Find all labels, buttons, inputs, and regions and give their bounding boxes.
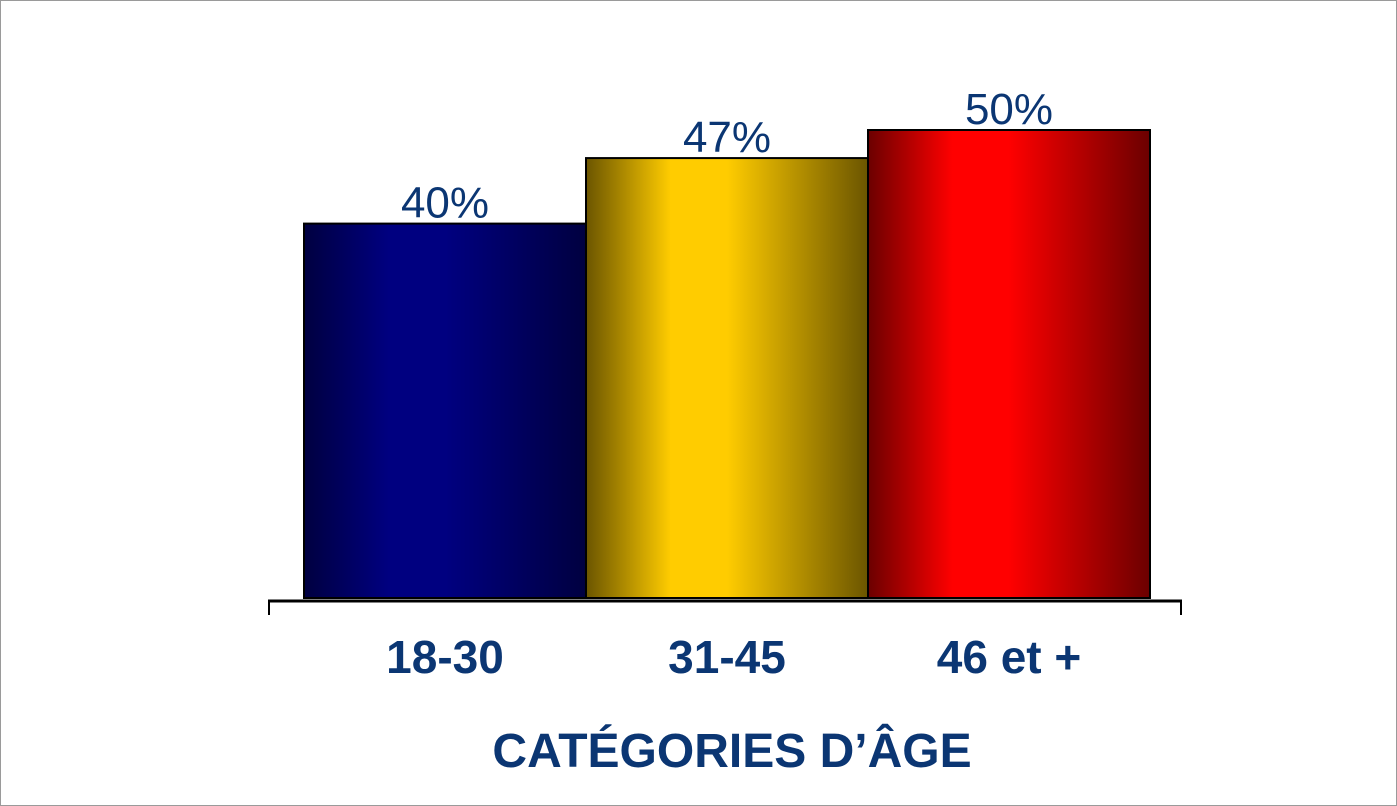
category-labels-group: 18-30 31-45 46 et + [386,631,1081,683]
x-axis [268,599,1182,615]
bars-group [303,129,1151,600]
value-labels-group: 40% 47% 50% [401,85,1053,228]
bar-46-et [867,129,1151,599]
bar-18-30 [303,222,587,599]
category-label: 46 et + [937,631,1082,683]
bar-31-45 [585,157,869,600]
value-label: 47% [683,113,771,162]
category-label: 18-30 [386,631,504,683]
value-label: 40% [401,179,489,228]
category-label: 31-45 [668,631,786,683]
x-axis-title: CATÉGORIES D’ÂGE [492,723,971,778]
value-label: 50% [965,85,1053,134]
